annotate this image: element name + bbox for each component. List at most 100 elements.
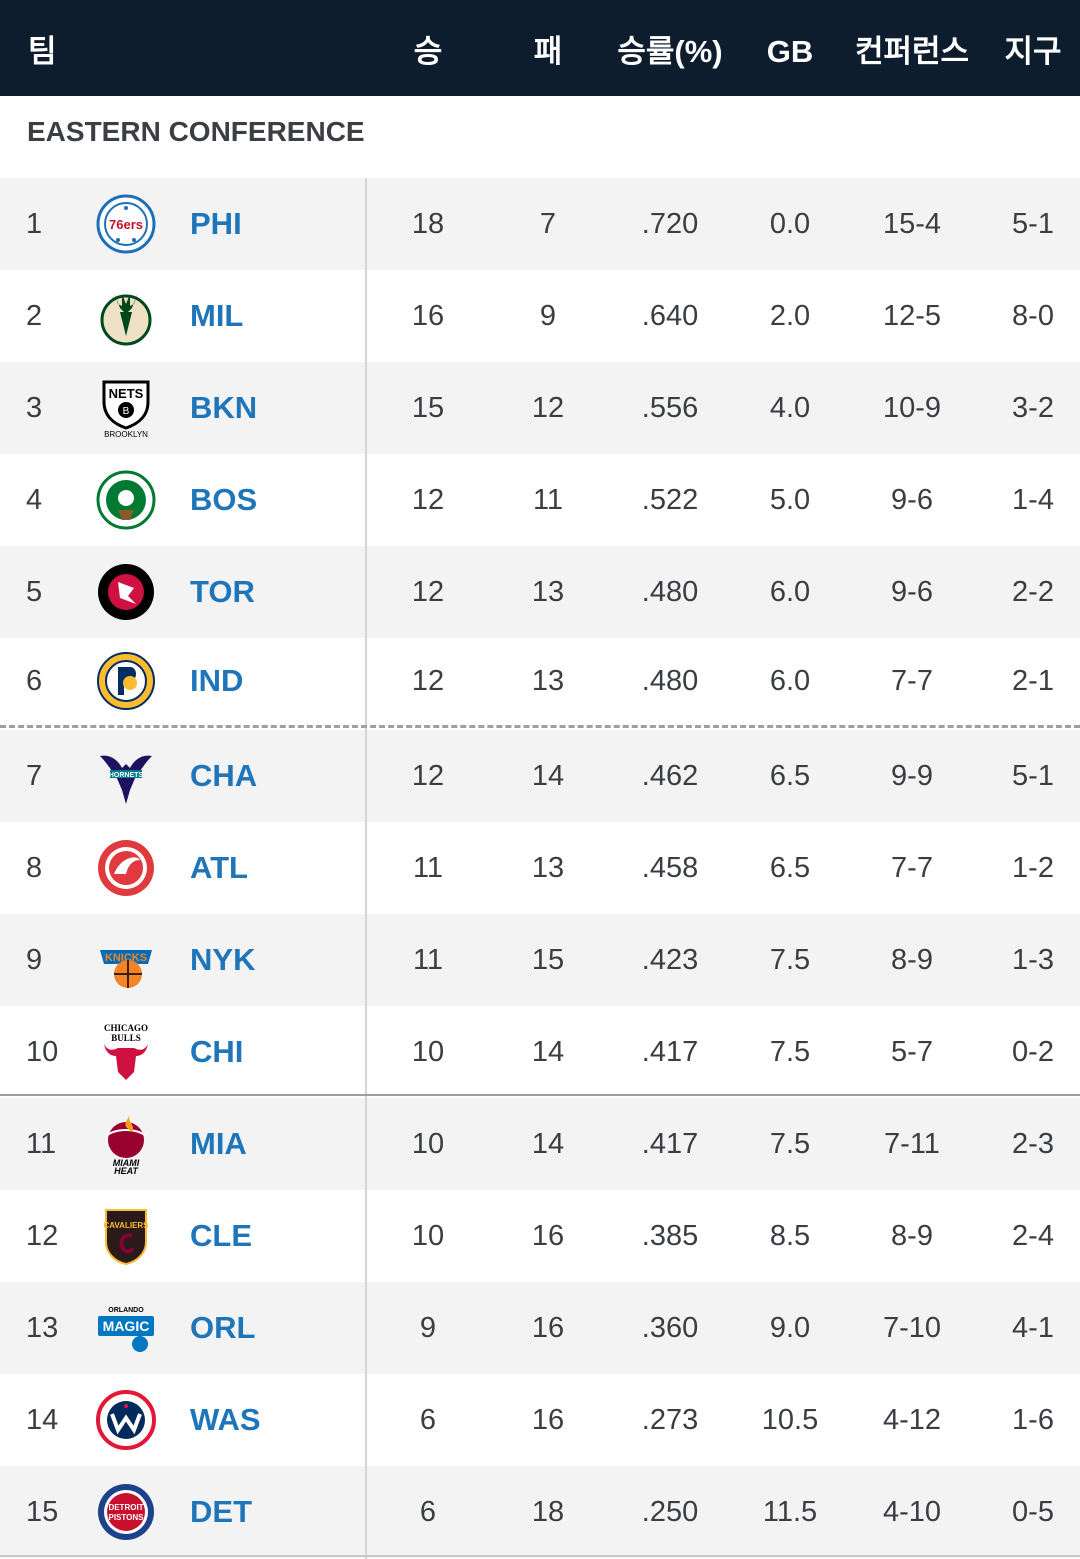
raptors-logo[interactable] [96, 562, 156, 622]
team-row[interactable]: 3 BKN 15 12 .556 4.0 10-9 3-2 NETS B BROOKLYN [0, 362, 1080, 454]
header-losses[interactable]: 패 [533, 34, 563, 69]
team-rank: 10 [26, 1036, 59, 1068]
team-row[interactable]: 12 CLE 10 16 .385 8.5 8-9 2-4 CAVALIERS [0, 1190, 1080, 1282]
conference-title: EASTERN CONFERENCE [27, 116, 365, 147]
team-rank: 11 [26, 1128, 57, 1160]
team-win-pct: .458 [641, 852, 699, 884]
team-abbr-link[interactable]: IND [190, 663, 244, 698]
team-division-record: 2-3 [1012, 1128, 1054, 1160]
heat-logo[interactable]: MIAMI HEAT [96, 1114, 156, 1174]
hawks-logo[interactable] [96, 838, 156, 898]
team-abbr-link[interactable]: MIL [190, 298, 244, 333]
team-games-behind: 0.0 [769, 208, 811, 240]
team-games-behind: 8.5 [769, 1220, 811, 1252]
team-abbr-link[interactable]: TOR [190, 574, 255, 609]
team-losses: 18 [531, 1496, 565, 1528]
knicks-logo[interactable]: KNICKS [96, 930, 156, 990]
hornets-logo[interactable]: HORNETS [96, 746, 156, 806]
svg-text:MIAMI: MIAMI [113, 1158, 140, 1168]
team-division-record: 5-1 [1012, 208, 1054, 240]
svg-text:DETROIT: DETROIT [108, 1503, 143, 1512]
team-win-pct: .417 [641, 1036, 699, 1068]
team-row[interactable]: 14 WAS 6 16 .273 10.5 4-12 1-6 [0, 1374, 1080, 1466]
pacers-logo[interactable] [96, 651, 156, 711]
team-abbr-link[interactable]: ORL [190, 1310, 256, 1345]
team-row[interactable]: 2 MIL 16 9 .640 2.0 12-5 8-0 [0, 270, 1080, 362]
svg-text:PISTONS: PISTONS [109, 1513, 145, 1522]
sixers-logo[interactable]: 76ers [96, 194, 156, 254]
team-rank: 2 [26, 300, 43, 332]
team-wins: 15 [411, 392, 445, 424]
bucks-logo[interactable] [96, 286, 156, 346]
nets-logo[interactable]: NETS B BROOKLYN [96, 378, 156, 438]
team-wins: 6 [419, 1496, 437, 1528]
header-division-record[interactable]: 지구 [1004, 34, 1062, 69]
team-division-record: 1-2 [1012, 852, 1054, 884]
team-abbr-link[interactable]: ATL [190, 850, 248, 885]
team-rank: 7 [26, 760, 43, 792]
header-win-pct[interactable]: 승률(%) [617, 34, 723, 69]
team-row[interactable]: 15 DET 6 18 .250 11.5 4-10 0-5 DETROIT PISTONS [0, 1466, 1080, 1558]
team-row[interactable]: 7 CHA 12 14 .462 6.5 9-9 5-1 HORNETS [0, 730, 1080, 822]
team-row[interactable]: 5 TOR 12 13 .480 6.0 9-6 2-2 [0, 546, 1080, 638]
team-abbr-link[interactable]: PHI [190, 206, 242, 241]
team-abbr-link[interactable]: WAS [190, 1402, 261, 1437]
bulls-logo[interactable]: CHICAGO BULLS [96, 1022, 156, 1082]
team-losses: 13 [531, 665, 565, 697]
header-wins[interactable]: 승 [413, 34, 443, 69]
team-win-pct: .250 [641, 1496, 699, 1528]
team-wins: 12 [411, 760, 445, 792]
team-row[interactable]: 11 MIA 10 14 .417 7.5 7-11 2-3 MIAMI HEAT [0, 1098, 1080, 1190]
header-team[interactable]: 팀 [28, 34, 57, 69]
team-division-record: 1-4 [1012, 484, 1054, 516]
team-row[interactable]: 13 ORL 9 16 .360 9.0 7-10 4-1 MAGIC ORLANDO [0, 1282, 1080, 1374]
team-abbr-link[interactable]: CHA [190, 758, 258, 793]
team-division-record: 4-1 [1012, 1312, 1054, 1344]
team-losses: 15 [531, 944, 565, 976]
team-games-behind: 11.5 [762, 1496, 818, 1528]
team-abbr-link[interactable]: DET [190, 1494, 252, 1529]
header-conference-record[interactable]: 컨퍼런스 [854, 34, 970, 69]
team-abbr-link[interactable]: CHI [190, 1034, 244, 1069]
team-abbr-link[interactable]: MIA [190, 1126, 247, 1161]
team-rank: 4 [26, 484, 43, 516]
team-win-pct: .640 [641, 300, 699, 332]
team-wins: 12 [411, 484, 445, 516]
team-row[interactable]: 8 ATL 11 13 .458 6.5 7-7 1-2 [0, 822, 1080, 914]
team-abbr-link[interactable]: BOS [190, 482, 258, 517]
team-abbr-link[interactable]: NYK [190, 942, 256, 977]
team-row[interactable]: 4 BOS 12 11 .522 5.0 9-6 1-4 [0, 454, 1080, 546]
wizards-logo[interactable] [96, 1390, 156, 1450]
celtics-logo[interactable] [96, 470, 156, 530]
team-games-behind: 2.0 [769, 300, 811, 332]
svg-text:ORLANDO: ORLANDO [108, 1307, 144, 1314]
team-games-behind: 7.5 [769, 1036, 811, 1068]
team-wins: 11 [412, 944, 444, 976]
team-abbr-link[interactable]: BKN [190, 390, 258, 425]
team-conference-record: 8-9 [891, 944, 933, 976]
team-games-behind: 6.5 [769, 760, 811, 792]
team-division-record: 0-5 [1012, 1496, 1054, 1528]
team-rank: 5 [26, 576, 43, 608]
team-row[interactable]: 9 NYK 11 15 .423 7.5 8-9 1-3 KNICKS [0, 914, 1080, 1006]
team-wins: 12 [411, 576, 445, 608]
team-games-behind: 9.0 [769, 1312, 811, 1344]
team-row[interactable]: 10 CHI 10 14 .417 7.5 5-7 0-2 CHICAGO BULLS [0, 1006, 1080, 1098]
team-rank: 6 [26, 665, 43, 697]
header-games-behind[interactable]: GB [766, 34, 814, 69]
team-row[interactable]: 1 PHI 18 7 .720 0.0 15-4 5-1 76ers [0, 178, 1080, 270]
team-win-pct: .480 [641, 576, 699, 608]
team-losses: 13 [531, 576, 565, 608]
team-win-pct: .556 [641, 392, 699, 424]
team-win-pct: .720 [641, 208, 699, 240]
column-divider [365, 178, 367, 1559]
team-row[interactable]: 6 IND 12 13 .480 6.0 7-7 2-1 [0, 635, 1080, 727]
team-losses: 7 [539, 208, 557, 240]
team-abbr-link[interactable]: CLE [190, 1218, 252, 1253]
cavaliers-logo[interactable]: CAVALIERS [96, 1206, 156, 1266]
team-wins: 10 [411, 1220, 445, 1252]
magic-logo[interactable]: MAGIC ORLANDO [96, 1298, 156, 1358]
team-wins: 11 [412, 852, 444, 884]
pistons-logo[interactable]: DETROIT PISTONS [96, 1482, 156, 1542]
team-win-pct: .423 [641, 944, 699, 976]
